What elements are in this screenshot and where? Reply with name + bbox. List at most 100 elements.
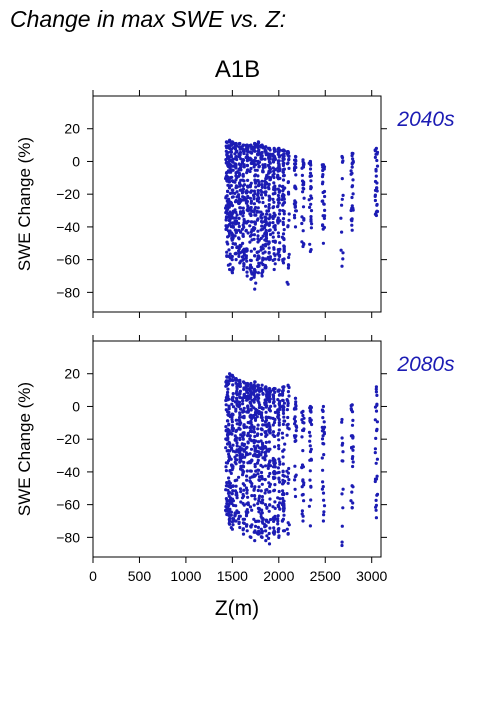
data-point (245, 478, 249, 482)
data-point (273, 390, 277, 394)
data-point (254, 185, 258, 189)
data-point (309, 458, 313, 462)
data-point (264, 446, 268, 450)
data-point (301, 519, 305, 523)
data-point (237, 450, 241, 454)
data-point (308, 167, 313, 171)
data-point (271, 206, 275, 210)
data-point (253, 181, 258, 185)
data-point (257, 519, 261, 523)
data-point (261, 200, 265, 205)
data-point (294, 402, 298, 406)
data-point (276, 221, 280, 225)
data-point (293, 184, 297, 188)
data-point (286, 521, 290, 525)
y-tick-label: −40 (56, 219, 80, 235)
data-point (248, 240, 252, 244)
data-point (230, 213, 234, 217)
data-point (239, 244, 243, 248)
data-point (245, 523, 249, 527)
data-point (272, 519, 276, 524)
data-point (240, 160, 244, 164)
data-point (241, 528, 245, 532)
data-point (300, 509, 304, 513)
data-point (241, 174, 245, 178)
data-point (277, 146, 281, 150)
data-point (293, 162, 297, 166)
data-point (271, 214, 275, 218)
data-point (322, 504, 327, 508)
data-point (257, 412, 261, 416)
data-point (246, 204, 250, 208)
data-point (268, 166, 272, 170)
data-point (268, 425, 272, 429)
data-point (242, 449, 246, 453)
data-point (286, 150, 290, 154)
data-point (276, 466, 280, 470)
data-point (249, 213, 253, 218)
data-point (267, 462, 271, 467)
data-point (374, 516, 378, 520)
data-point (237, 193, 241, 197)
data-point (322, 420, 326, 424)
data-point (230, 415, 234, 419)
data-point (273, 262, 277, 266)
data-point (302, 499, 306, 503)
data-point (264, 151, 268, 155)
data-point (241, 399, 245, 403)
data-point (351, 501, 355, 505)
data-point (281, 258, 285, 262)
data-point (273, 458, 277, 462)
data-point (248, 476, 252, 480)
data-point (253, 254, 257, 258)
data-point (267, 490, 271, 494)
data-point (266, 163, 270, 167)
data-point (244, 155, 248, 160)
data-point (242, 165, 246, 169)
data-point (225, 140, 229, 144)
data-point (373, 193, 377, 197)
data-point (278, 507, 282, 511)
data-point (276, 159, 280, 163)
x-tick-label: 0 (89, 568, 97, 584)
data-point (267, 217, 271, 221)
data-point (267, 531, 271, 536)
panel-2080s: 20 0 −20 −40 −60 −80 0 500 1000 1500 2000 2500 3000 S… (15, 335, 455, 620)
data-point (281, 449, 285, 453)
data-point (308, 450, 313, 454)
data-point (280, 198, 284, 202)
data-point (263, 250, 267, 254)
data-point (339, 216, 343, 220)
data-point (267, 169, 271, 174)
data-point (264, 539, 268, 543)
data-point (224, 497, 228, 501)
data-point (293, 464, 297, 468)
data-point (309, 202, 313, 206)
data-point (229, 513, 233, 517)
data-point (341, 506, 345, 510)
data-point (267, 398, 271, 402)
data-point (243, 455, 247, 459)
data-point (271, 235, 275, 239)
data-point (249, 395, 253, 399)
data-point (260, 387, 264, 391)
data-point (321, 468, 325, 472)
data-point (264, 193, 268, 197)
data-point (252, 228, 256, 232)
data-point (246, 440, 250, 444)
data-point (350, 184, 355, 188)
data-point (309, 185, 313, 190)
data-point (254, 439, 258, 443)
data-point (278, 208, 282, 212)
data-point (267, 175, 271, 179)
data-point (267, 449, 271, 453)
data-point (241, 234, 245, 238)
data-point (234, 155, 238, 159)
data-point (253, 156, 258, 160)
data-point (230, 195, 234, 199)
data-point (301, 449, 305, 453)
data-point (252, 386, 257, 390)
data-point (268, 177, 272, 182)
data-point (271, 393, 276, 397)
data-point (241, 211, 246, 215)
